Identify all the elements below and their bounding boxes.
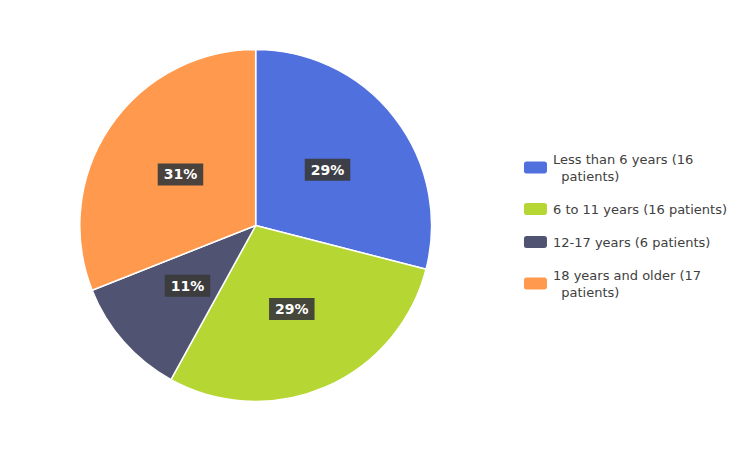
svg-text:patients): patients) — [553, 169, 619, 184]
svg-text:18 years and older (17: 18 years and older (17 — [553, 268, 701, 283]
svg-text:12-17 years (6 patients): 12-17 years (6 patients) — [553, 235, 710, 250]
svg-text:6 to 11 years (16 patients): 6 to 11 years (16 patients) — [553, 202, 727, 217]
svg-text:11%: 11% — [171, 278, 205, 294]
svg-text:29%: 29% — [311, 162, 345, 178]
svg-text:29%: 29% — [275, 301, 309, 317]
svg-text:patients): patients) — [553, 285, 619, 300]
svg-text:Less than 6 years (16: Less than 6 years (16 — [553, 152, 693, 167]
svg-text:31%: 31% — [164, 166, 198, 182]
